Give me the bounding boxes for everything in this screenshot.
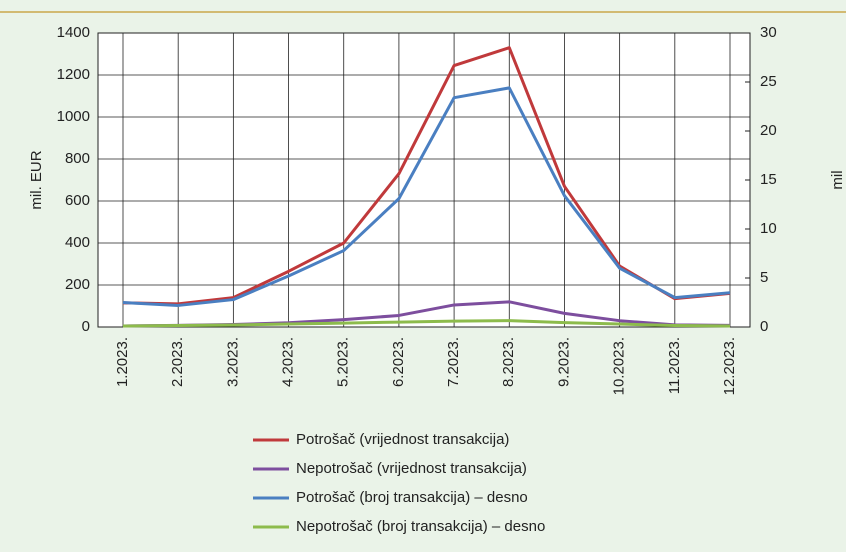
y2-tick-label: 20 xyxy=(760,122,777,139)
y2-tick-label: 30 xyxy=(760,24,777,41)
series-line xyxy=(122,86,731,307)
x-tick-label: 1.2023. xyxy=(114,337,131,387)
x-tick-label: 11.2023. xyxy=(666,337,683,394)
x-tick-label: 2.2023. xyxy=(169,337,186,387)
series-line xyxy=(122,319,731,328)
y-tick-label: 200 xyxy=(65,276,90,293)
x-tick-label: 3.2023. xyxy=(224,337,241,387)
y2-tick-label: 10 xyxy=(760,220,777,237)
legend-label: Potrošač (broj transakcija) – desno xyxy=(296,489,528,506)
y2-tick-label: 0 xyxy=(760,318,768,335)
legend-label: Nepotrošač (vrijednost transakcija) xyxy=(296,460,527,477)
legend-label: Nepotrošač (broj transakcija) – desno xyxy=(296,518,545,535)
y-axis-label: mil. EUR xyxy=(28,150,45,209)
y-tick-label: 600 xyxy=(65,192,90,209)
x-tick-label: 9.2023. xyxy=(555,337,572,387)
y2-axis-label: mil xyxy=(829,170,846,189)
x-tick-label: 7.2023. xyxy=(445,337,462,387)
y-tick-label: 1000 xyxy=(57,108,90,125)
y2-tick-label: 25 xyxy=(760,73,777,90)
x-tick-label: 6.2023. xyxy=(390,337,407,387)
y2-tick-label: 5 xyxy=(760,269,768,286)
y-tick-label: 800 xyxy=(65,150,90,167)
legend-label: Potrošač (vrijednost transakcija) xyxy=(296,431,509,448)
x-tick-label: 4.2023. xyxy=(280,337,297,387)
x-tick-label: 5.2023. xyxy=(335,337,352,387)
y-tick-label: 1200 xyxy=(57,66,90,83)
y2-tick-label: 15 xyxy=(760,171,777,188)
x-tick-label: 8.2023. xyxy=(500,337,517,387)
y-tick-label: 0 xyxy=(82,318,90,335)
x-tick-label: 12.2023. xyxy=(721,337,738,395)
plot-area xyxy=(98,33,750,327)
plot-border xyxy=(97,32,751,328)
x-tick-label: 10.2023. xyxy=(611,337,628,395)
y-tick-label: 1400 xyxy=(57,24,90,41)
y-tick-label: 400 xyxy=(65,234,90,251)
